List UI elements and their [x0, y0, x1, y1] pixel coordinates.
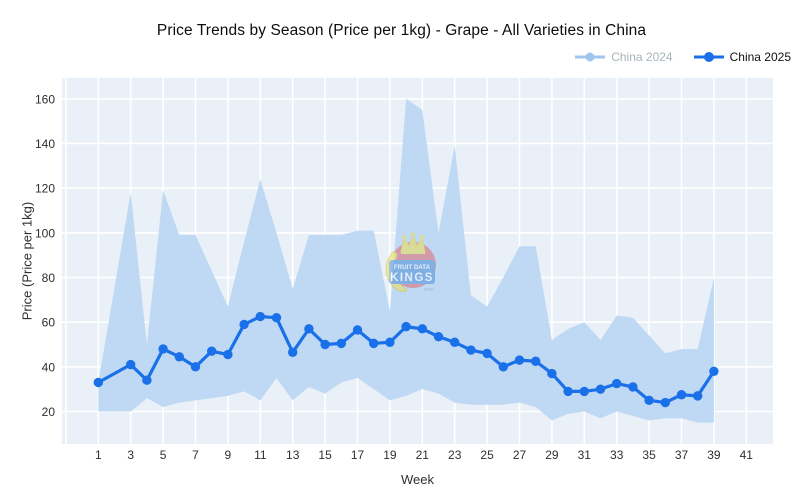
data-point-marker[interactable]	[660, 397, 670, 408]
data-point-marker[interactable]	[142, 375, 152, 385]
svg-text:29: 29	[545, 448, 559, 462]
data-point-marker[interactable]	[563, 386, 573, 397]
svg-text:7: 7	[192, 448, 199, 462]
svg-text:21: 21	[416, 448, 430, 462]
data-point-marker[interactable]	[93, 377, 104, 388]
svg-text:37: 37	[675, 448, 689, 462]
data-point-marker[interactable]	[450, 337, 460, 347]
legend-item-china-2025[interactable]: China 2025	[693, 50, 791, 64]
svg-text:140: 140	[35, 137, 55, 151]
data-point-marker[interactable]	[207, 346, 217, 356]
data-point-marker[interactable]	[255, 311, 265, 322]
svg-text:3: 3	[127, 448, 134, 462]
svg-text:5: 5	[160, 448, 167, 462]
y-axis-title: Price (Price per 1kg)	[19, 201, 35, 321]
data-point-marker[interactable]	[369, 338, 379, 349]
data-point-marker[interactable]	[304, 324, 314, 334]
data-point-marker[interactable]	[190, 362, 201, 372]
data-point-marker[interactable]	[417, 324, 427, 334]
svg-text:160: 160	[35, 92, 55, 106]
svg-text:11: 11	[254, 448, 267, 462]
x-axis-title: Week	[401, 472, 434, 487]
data-point-marker[interactable]	[352, 325, 363, 335]
svg-text:39: 39	[707, 448, 721, 462]
data-point-marker[interactable]	[531, 356, 541, 366]
data-point-marker[interactable]	[498, 362, 508, 372]
svg-text:13: 13	[286, 448, 300, 462]
data-point-marker[interactable]	[271, 312, 282, 323]
svg-text:19: 19	[383, 448, 397, 462]
svg-text:20: 20	[42, 405, 56, 419]
svg-text:15: 15	[318, 448, 332, 462]
data-point-marker[interactable]	[223, 349, 233, 360]
svg-text:120: 120	[35, 182, 55, 196]
data-point-marker[interactable]	[547, 368, 557, 379]
legend-label: China 2025	[729, 50, 791, 64]
data-point-marker[interactable]	[709, 366, 719, 376]
svg-text:25: 25	[480, 448, 494, 462]
data-point-marker[interactable]	[385, 337, 395, 347]
series-china-2025	[93, 311, 719, 408]
svg-text:80: 80	[42, 271, 56, 285]
y-tick-labels: 20 40 60 80 100 120 140 160	[35, 92, 55, 419]
data-point-marker[interactable]	[628, 382, 638, 392]
data-point-marker[interactable]	[336, 338, 346, 349]
data-point-marker[interactable]	[174, 352, 184, 362]
legend: China 2024 China 2025	[574, 50, 791, 64]
data-point-marker[interactable]	[482, 348, 492, 359]
data-point-marker[interactable]	[401, 321, 411, 332]
data-point-marker[interactable]	[320, 339, 330, 350]
svg-text:40: 40	[42, 360, 56, 374]
svg-text:60: 60	[42, 316, 56, 330]
svg-text:35: 35	[642, 448, 656, 462]
x-tick-labels: 1 3 5 7 9 11 13 15 17 19 21 23 25 27 29 31 33 35 37 39 41	[95, 448, 753, 462]
data-point-marker[interactable]	[579, 386, 589, 397]
svg-text:33: 33	[610, 448, 624, 462]
data-point-marker[interactable]	[595, 384, 606, 394]
data-point-marker[interactable]	[644, 395, 654, 406]
chart-title: Price Trends by Season (Price per 1kg) -…	[156, 22, 647, 39]
data-point-marker[interactable]	[239, 319, 249, 330]
data-point-marker[interactable]	[466, 345, 476, 355]
svg-text:41: 41	[740, 448, 754, 462]
svg-text:1: 1	[95, 448, 102, 462]
svg-text:100: 100	[35, 226, 55, 240]
legend-item-china-2024[interactable]: China 2024	[574, 50, 673, 64]
data-point-marker[interactable]	[126, 359, 136, 370]
data-point-marker[interactable]	[676, 390, 687, 400]
svg-text:9: 9	[225, 448, 232, 462]
data-point-marker[interactable]	[693, 391, 703, 401]
line-marker-swatch-icon	[693, 52, 724, 62]
data-point-marker[interactable]	[158, 344, 168, 354]
legend-label: China 2024	[611, 50, 673, 64]
svg-text:23: 23	[448, 448, 462, 462]
svg-text:17: 17	[351, 448, 365, 462]
line-marker-swatch-icon	[575, 52, 606, 62]
data-point-marker[interactable]	[612, 378, 622, 389]
data-point-marker[interactable]	[433, 331, 444, 342]
svg-text:31: 31	[578, 448, 592, 462]
data-point-marker[interactable]	[514, 355, 525, 365]
svg-text:27: 27	[513, 448, 527, 462]
data-point-marker[interactable]	[288, 347, 298, 358]
